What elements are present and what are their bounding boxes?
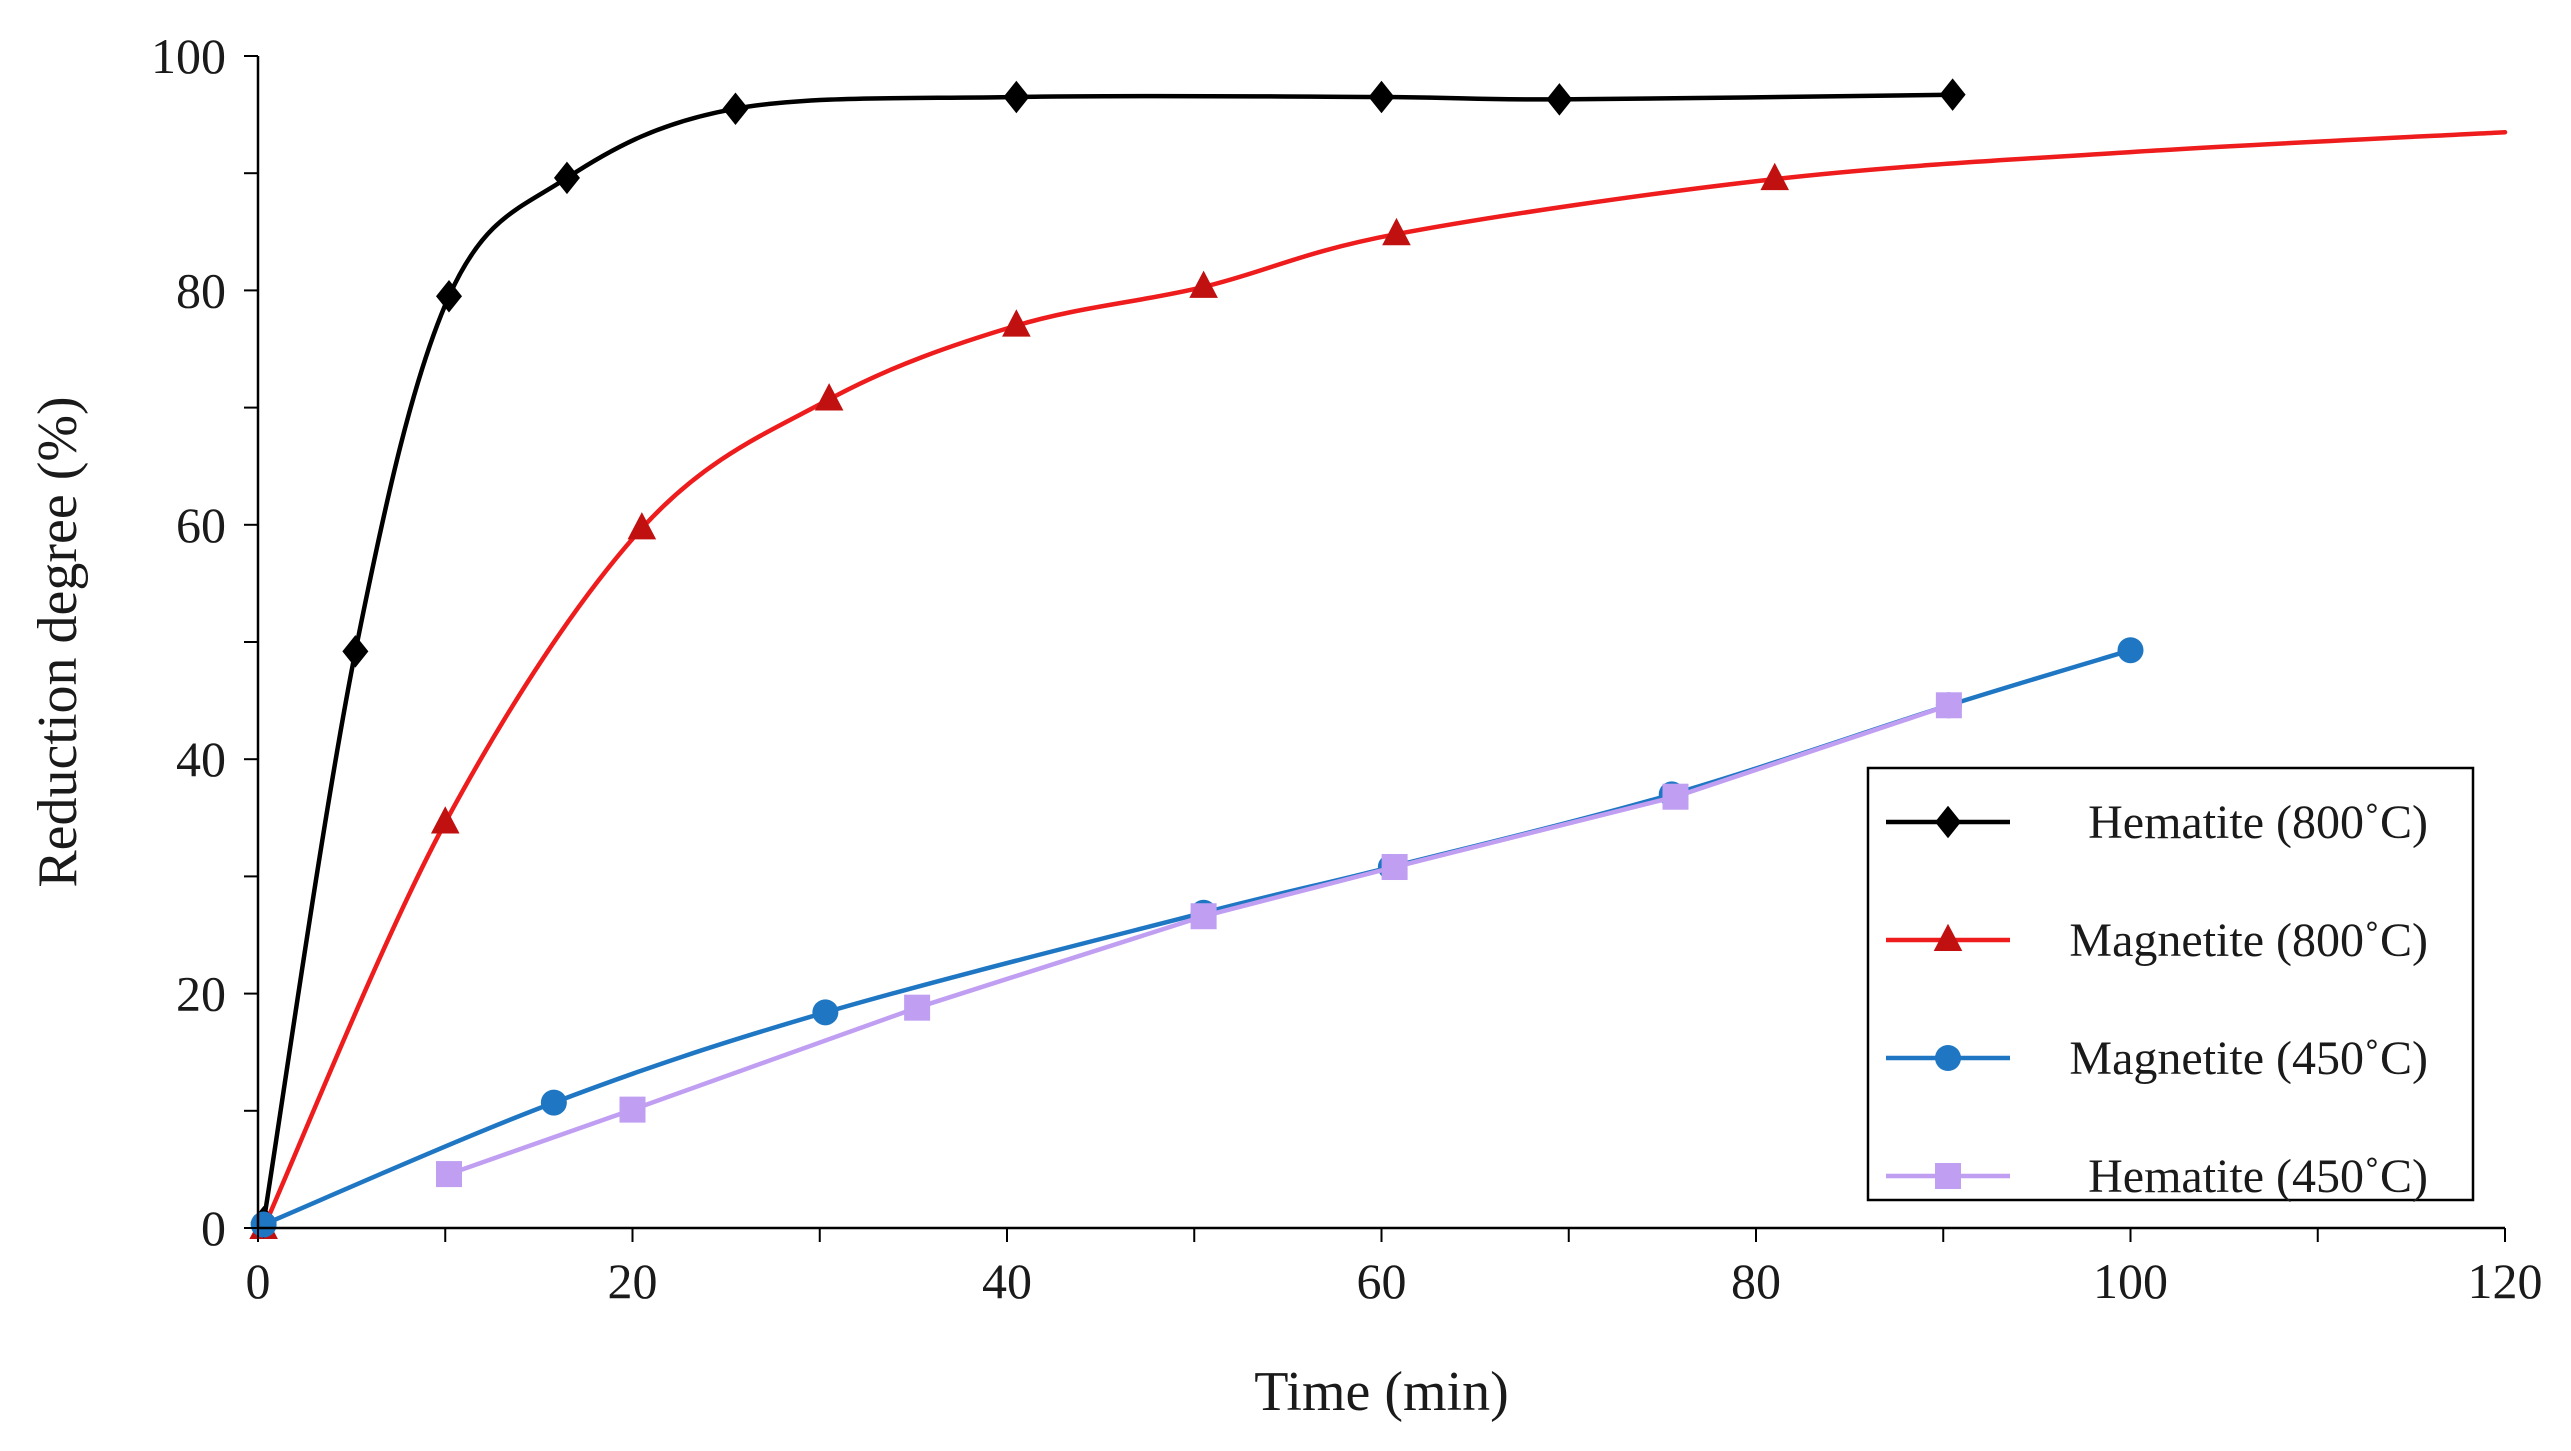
legend-item-hematite-800-c: Hematite (800˚C) [1886, 796, 2428, 849]
x-tick-label: 120 [2468, 1253, 2543, 1309]
x-tick-label: 60 [1357, 1253, 1407, 1309]
y-tick-label: 0 [201, 1200, 226, 1256]
data-point-hematite-800-c [722, 92, 749, 125]
data-point-magnetite-800-c [1382, 217, 1411, 246]
data-point-hematite-450-c [1190, 903, 1217, 930]
legend-label: Hematite (450˚C) [2088, 1150, 2428, 1203]
data-point-hematite-450-c [904, 994, 931, 1021]
data-point-magnetite-800-c [1760, 162, 1790, 191]
data-point-hematite-450-c [619, 1096, 646, 1123]
legend-swatch-marker [1933, 923, 1963, 952]
data-point-hematite-800-c [1546, 83, 1573, 116]
data-point-magnetite-800-c [627, 512, 657, 540]
data-point-hematite-800-c [435, 280, 462, 313]
legend-label: Magnetite (800˚C) [2069, 914, 2428, 967]
data-point-magnetite-450-c [812, 999, 839, 1026]
data-point-hematite-450-c [435, 1161, 462, 1188]
legend-item-magnetite-800-c: Magnetite (800˚C) [1886, 914, 2428, 967]
x-tick-label: 40 [982, 1253, 1032, 1309]
axes: 0 20 40 60 80 100 120 0 20 40 60 80 100 Time (min) Red… [27, 28, 2543, 1423]
legend-item-magnetite-450-c: Magnetite (450˚C) [1886, 1032, 2428, 1085]
legend-swatch-marker [1935, 1045, 1961, 1071]
x-tick-label: 0 [246, 1253, 271, 1309]
x-tick-label: 80 [1731, 1253, 1781, 1309]
legend-label: Hematite (800˚C) [2088, 796, 2428, 849]
data-point-hematite-800-c [553, 161, 580, 195]
legend-box [1866, 766, 2475, 1202]
data-point-hematite-800-c [1368, 80, 1395, 114]
legend-swatch-marker [1935, 1163, 1961, 1189]
y-tick-label: 40 [176, 731, 226, 787]
data-point-magnetite-450-c [250, 1211, 277, 1238]
data-point-magnetite-800-c [430, 806, 460, 834]
legend-label: Magnetite (450˚C) [2069, 1032, 2428, 1085]
legend-item-hematite-450-c: Hematite (450˚C) [1886, 1150, 2428, 1203]
y-tick-label: 80 [176, 262, 226, 318]
x-tick-label: 100 [2093, 1253, 2168, 1309]
y-axis-title: Reduction degree (%) [27, 396, 89, 887]
y-tick-label: 60 [176, 497, 226, 553]
data-point-hematite-450-c [1662, 783, 1689, 810]
data-point-hematite-800-c [1939, 78, 1966, 111]
x-axis-title: Time (min) [1254, 1361, 1509, 1423]
y-tick-label: 20 [176, 966, 226, 1022]
series-line-magnetite-800-c [261, 129, 2508, 1231]
data-point-magnetite-450-c [540, 1089, 567, 1116]
data-point-magnetite-450-c [2117, 637, 2144, 664]
series-hematite-450-c [435, 692, 1962, 1188]
x-tick-label: 20 [608, 1253, 658, 1309]
data-point-hematite-450-c [1381, 854, 1408, 881]
data-point-hematite-800-c [1003, 80, 1030, 114]
data-point-hematite-800-c [342, 635, 369, 668]
data-point-magnetite-800-c [1189, 270, 1218, 298]
data-point-magnetite-800-c [1002, 309, 1031, 337]
data-point-magnetite-800-c [814, 383, 844, 411]
legend-swatch-marker [1935, 805, 1961, 839]
data-point-hematite-450-c [1935, 692, 1962, 719]
y-tick-label: 100 [151, 28, 226, 84]
legend: Hematite (800˚C) Magnetite (800˚C) Magneti… [1866, 766, 2475, 1203]
